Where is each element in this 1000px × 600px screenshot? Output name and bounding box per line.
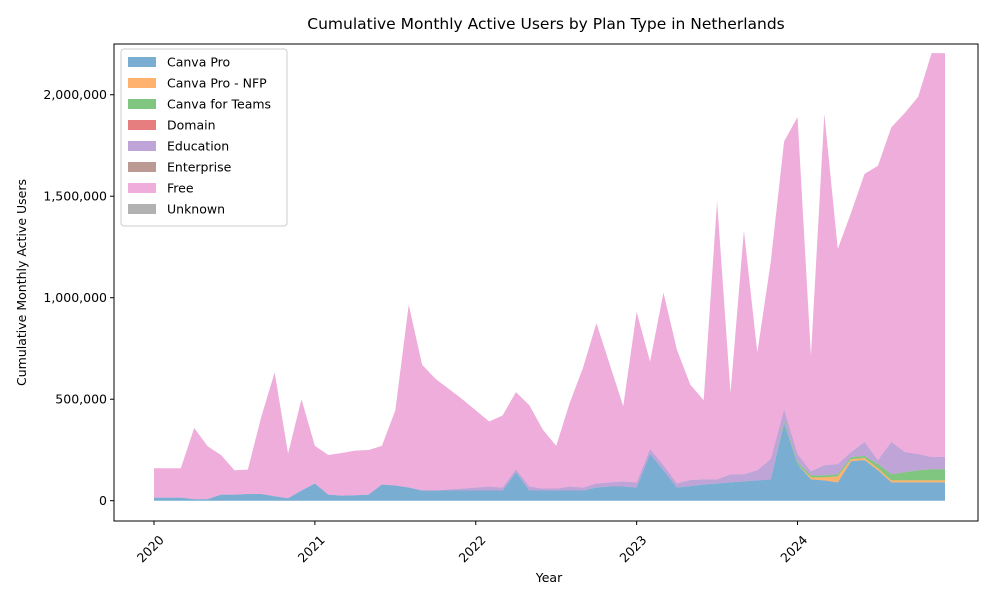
y-tick-label: 1,000,000	[43, 290, 107, 305]
legend-label-free: Free	[167, 181, 194, 196]
legend-label-education: Education	[167, 139, 229, 154]
legend-swatch-canva-pro	[128, 57, 156, 67]
legend: Canva Pro Canva Pro - NFP Canva for Teams D…	[120, 48, 288, 227]
area-free	[154, 53, 945, 500]
legend-label-canva-for-teams: Canva for Teams	[167, 97, 271, 112]
y-axis-label: Cumulative Monthly Active Users	[14, 179, 29, 386]
chart-title: Cumulative Monthly Active Users by Plan …	[307, 15, 785, 33]
legend-label-domain: Domain	[167, 118, 216, 133]
legend-swatch-canva-pro-nfp	[128, 78, 156, 88]
legend-swatch-free	[128, 183, 156, 193]
legend-swatch-education	[128, 141, 156, 151]
y-tick-label: 500,000	[55, 392, 107, 407]
legend-label-canva-pro: Canva Pro	[167, 55, 230, 70]
legend-label-enterprise: Enterprise	[167, 160, 232, 175]
legend-box	[120, 48, 288, 227]
plot-frame	[113, 43, 979, 522]
legend-swatch-domain	[128, 120, 156, 130]
y-tick-label: 0	[99, 493, 107, 508]
area-education	[154, 409, 945, 500]
y-tick-label: 1,500,000	[43, 189, 107, 204]
legend-label-unknown: Unknown	[167, 202, 225, 217]
y-axis-ticks: 0 500,000 1,000,000 1,500,000 2,000,000	[43, 87, 114, 508]
legend-swatch-unknown	[128, 204, 156, 214]
area-layers	[154, 53, 945, 501]
x-axis-label: Year	[535, 570, 563, 585]
y-tick-label: 2,000,000	[43, 87, 107, 102]
legend-swatch-canva-for-teams	[128, 99, 156, 109]
legend-label-canva-pro-nfp: Canva Pro - NFP	[167, 76, 267, 91]
area-canva-pro	[154, 423, 945, 501]
legend-swatch-enterprise	[128, 162, 156, 172]
